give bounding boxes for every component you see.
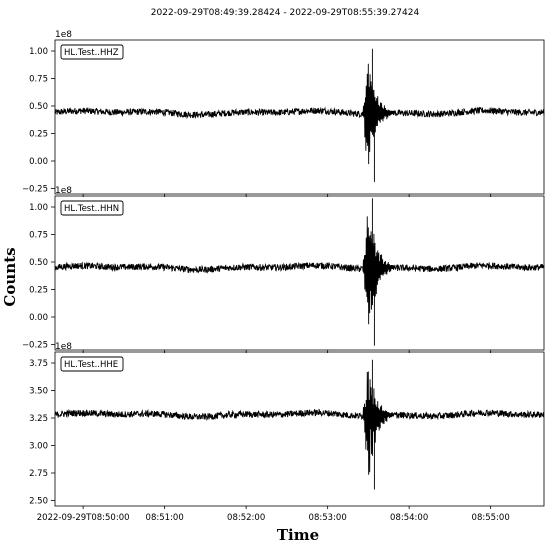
y-tick-label: 2.50 — [29, 497, 48, 507]
legend-box — [60, 200, 124, 216]
y-tick-label: 0.00 — [29, 157, 48, 167]
y-tick-label: 0.75 — [29, 231, 48, 241]
y-tick-label: 3.25 — [29, 414, 48, 424]
legend-label: HL.Test..HHE — [64, 360, 118, 370]
panels: 1.00 0.75 0.50 0.25 0.00 −0.25 1e8 HL.Test..HHZ… — [22, 30, 545, 523]
y-tick-label: 1.00 — [29, 203, 48, 213]
panel-1: 1.00 0.75 0.50 0.25 0.00 −0.25 1e8 HL.Test..HHZ — [22, 30, 545, 197]
exponent-label: 1e8 — [55, 30, 72, 40]
legend-label: HL.Test..HHN — [64, 204, 119, 214]
axes-frame — [54, 351, 545, 507]
x-tick-label: 08:55:00 — [472, 513, 510, 523]
y-tick-label: 3.00 — [29, 442, 48, 452]
y-tick-label: 0.25 — [29, 130, 48, 140]
y-tick-label: 0.75 — [29, 75, 48, 85]
y-tick-label: −0.25 — [22, 341, 48, 351]
legend-box — [60, 44, 124, 60]
axes-frame — [54, 39, 545, 195]
panel-3: 3.75 3.50 3.25 3.00 2.75 2.50 1e8 HL.Test..HHE 2… — [29, 342, 545, 523]
x-tick-label: 08:53:00 — [309, 513, 347, 523]
y-tick-label: 1.00 — [29, 47, 48, 57]
legend-label: HL.Test..HHZ — [64, 48, 119, 58]
y-tick-label: 0.25 — [29, 286, 48, 296]
y-tick-label: 0.50 — [29, 258, 48, 268]
figure-title: 2022-09-29T08:49:39.28424 - 2022-09-29T0… — [151, 8, 420, 18]
waveform-trace — [54, 198, 545, 346]
x-tick-label: 08:54:00 — [390, 513, 428, 523]
legend: HL.Test..HHE — [60, 356, 124, 372]
legend: HL.Test..HHZ — [60, 44, 124, 60]
x-tick-label: 2022-09-29T08:50:00 — [37, 513, 130, 523]
x-tick-label: 08:52:00 — [227, 513, 265, 523]
x-axis-label: Time — [277, 526, 319, 544]
waveform-trace — [54, 48, 545, 182]
panel-2: 1.00 0.75 0.50 0.25 0.00 −0.25 1e8 HL.Test..HHN — [22, 186, 545, 353]
y-tick-label: 3.75 — [29, 359, 48, 369]
exponent-label: 1e8 — [55, 342, 72, 352]
y-axis-label: Counts — [1, 247, 19, 306]
axes-frame — [54, 195, 545, 351]
y-tick-label: 2.75 — [29, 469, 48, 479]
waveform-trace — [54, 359, 545, 490]
y-tick-label: 0.50 — [29, 102, 48, 112]
y-tick-label: 0.00 — [29, 313, 48, 323]
legend-box — [60, 356, 124, 372]
y-tick-label: −0.25 — [22, 185, 48, 195]
legend: HL.Test..HHN — [60, 200, 124, 216]
exponent-label: 1e8 — [55, 186, 72, 196]
x-tick-label: 08:51:00 — [146, 513, 184, 523]
y-tick-label: 3.50 — [29, 387, 48, 397]
